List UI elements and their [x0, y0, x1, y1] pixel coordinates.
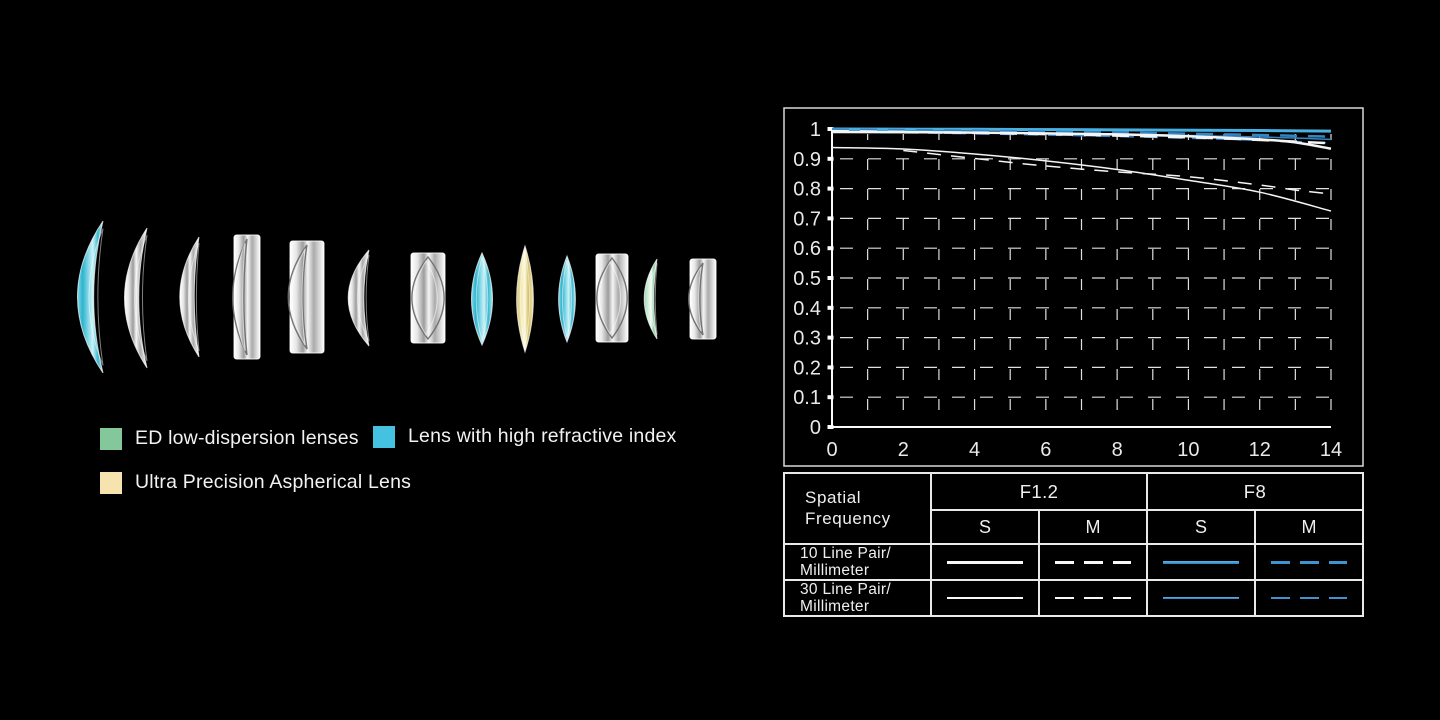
- y-axis-label: 0.7: [793, 208, 821, 230]
- row-label-line1: 10 Line Pair/: [800, 545, 891, 562]
- row-label-line2: Millimeter: [800, 562, 870, 580]
- sample-cell: [1038, 542, 1148, 582]
- table-row-30lp: 30 Line Pair/ Millimeter: [783, 579, 1364, 618]
- f12-meridional-header: M: [1038, 509, 1148, 545]
- y-axis-tick: [827, 395, 834, 400]
- legend-label: Lens with high refractive index: [408, 425, 677, 447]
- ed-lens-swatch-icon: [100, 427, 122, 450]
- y-axis-label: 1: [810, 119, 821, 141]
- legend-item-aspherical: Ultra Precision Aspherical Lens: [100, 471, 411, 494]
- sample-cell: [1038, 579, 1148, 618]
- y-axis-tick: [827, 276, 834, 280]
- table-row-10lp: 10 Line Pair/ Millimeter: [783, 542, 1364, 582]
- y-axis-label: 0.9: [793, 149, 821, 171]
- sample-cell: [1254, 579, 1364, 618]
- lens-element-cyan: [558, 254, 576, 344]
- line-sample: [1163, 597, 1239, 600]
- lens-element-white: [347, 249, 370, 347]
- lens-element-green: [643, 258, 658, 340]
- x-axis-label: 6: [1040, 439, 1051, 461]
- lens-element-white: [232, 234, 261, 360]
- chart-border: [783, 107, 1364, 467]
- legend-item-ed-lens: ED low-dispersion lenses: [100, 427, 359, 450]
- y-axis-tick: [827, 305, 834, 310]
- x-axis-label: 8: [1112, 439, 1123, 461]
- y-axis-tick: [827, 127, 834, 131]
- sample-cell: [930, 542, 1040, 582]
- lens-construction-diagram: [77, 220, 717, 374]
- y-axis-label: 0.4: [793, 298, 821, 320]
- lens-element-white: [410, 252, 446, 344]
- y-axis-tick: [827, 216, 834, 221]
- lens-element-yellow: [516, 244, 534, 354]
- spatial-frequency-line1: Spatial: [805, 488, 862, 508]
- lens-element-cyan: [77, 220, 104, 374]
- y-axis-label: 0.2: [793, 357, 821, 379]
- mtf-chart-container: 1 0.9 0.8 0.7 0.6 0.5 0.4 0.3 0.2 0.1 0 0 2 4 6 8 10 12 14: [783, 107, 1364, 467]
- legend-label: ED low-dispersion lenses: [135, 427, 359, 449]
- line-sample: [1271, 560, 1347, 564]
- lens-element-white: [688, 258, 717, 340]
- mtf-curve: [831, 146, 1332, 212]
- sample-cell: [1146, 542, 1256, 582]
- y-axis-label: 0.3: [793, 328, 821, 350]
- aperture-f8-header: F8: [1146, 472, 1364, 511]
- y-axis-tick: [827, 186, 834, 191]
- line-sample: [1055, 560, 1131, 564]
- line-sample: [1163, 560, 1239, 564]
- y-axis-label: 0.6: [793, 238, 821, 260]
- y-axis-tick: [827, 335, 834, 340]
- aspherical-swatch-icon: [100, 471, 122, 494]
- y-axis-tick: [827, 156, 834, 161]
- line-sample: [947, 560, 1023, 564]
- sample-cell: [1146, 579, 1256, 618]
- legend-item-high-refractive: Lens with high refractive index: [373, 425, 677, 448]
- mtf-chart: 1 0.9 0.8 0.7 0.6 0.5 0.4 0.3 0.2 0.1 00 2 4 6 8 10 12 14: [783, 107, 1364, 467]
- lens-element-cyan: [471, 251, 493, 347]
- row-label-10lp: 10 Line Pair/ Millimeter: [783, 542, 932, 582]
- y-axis-label: 0.1: [793, 387, 821, 409]
- line-sample: [947, 597, 1023, 600]
- lens-element-white: [595, 253, 629, 343]
- y-axis-label: 0.8: [793, 179, 821, 201]
- sample-cell: [930, 579, 1040, 618]
- x-axis-label: 2: [898, 439, 909, 461]
- mtf-curve: [831, 128, 1332, 138]
- y-axis-label: 0.5: [793, 268, 821, 290]
- legend-label: Ultra Precision Aspherical Lens: [135, 471, 412, 493]
- x-axis-label: 10: [1177, 439, 1199, 461]
- y-axis-label: 0: [810, 417, 821, 439]
- sample-cell: [1254, 542, 1364, 582]
- line-sample: [1271, 597, 1347, 600]
- spatial-frequency-cell: Spatial Frequency: [783, 472, 932, 545]
- mtf-legend-table: Spatial Frequency F1.2 F8 S M S M 10 Lin…: [783, 472, 1364, 618]
- f12-sagittal-header: S: [930, 509, 1040, 545]
- f8-meridional-header: M: [1254, 509, 1364, 545]
- f8-sagittal-header: S: [1146, 509, 1256, 545]
- y-axis-tick: [827, 365, 834, 370]
- x-axis-label: 0: [826, 439, 837, 461]
- row-label-30lp: 30 Line Pair/ Millimeter: [783, 579, 932, 618]
- mtf-curve: [831, 129, 1332, 145]
- lens-element-white: [179, 236, 200, 358]
- spatial-frequency-line2: Frequency: [805, 508, 891, 528]
- aperture-f12-header: F1.2: [930, 472, 1148, 511]
- line-sample: [1055, 597, 1131, 600]
- lens-element-white: [124, 227, 148, 369]
- row-label-line1: 30 Line Pair/: [800, 581, 891, 599]
- y-axis-tick: [827, 246, 834, 251]
- x-axis-label: 4: [969, 439, 980, 461]
- high-refractive-swatch-icon: [373, 425, 395, 448]
- mtf-curve: [903, 149, 1332, 195]
- lens-element-white: [287, 240, 325, 354]
- row-label-line2: Millimeter: [800, 598, 870, 616]
- x-axis-label: 14: [1320, 439, 1342, 461]
- y-axis-tick: [827, 425, 834, 429]
- x-axis-label: 12: [1249, 439, 1271, 461]
